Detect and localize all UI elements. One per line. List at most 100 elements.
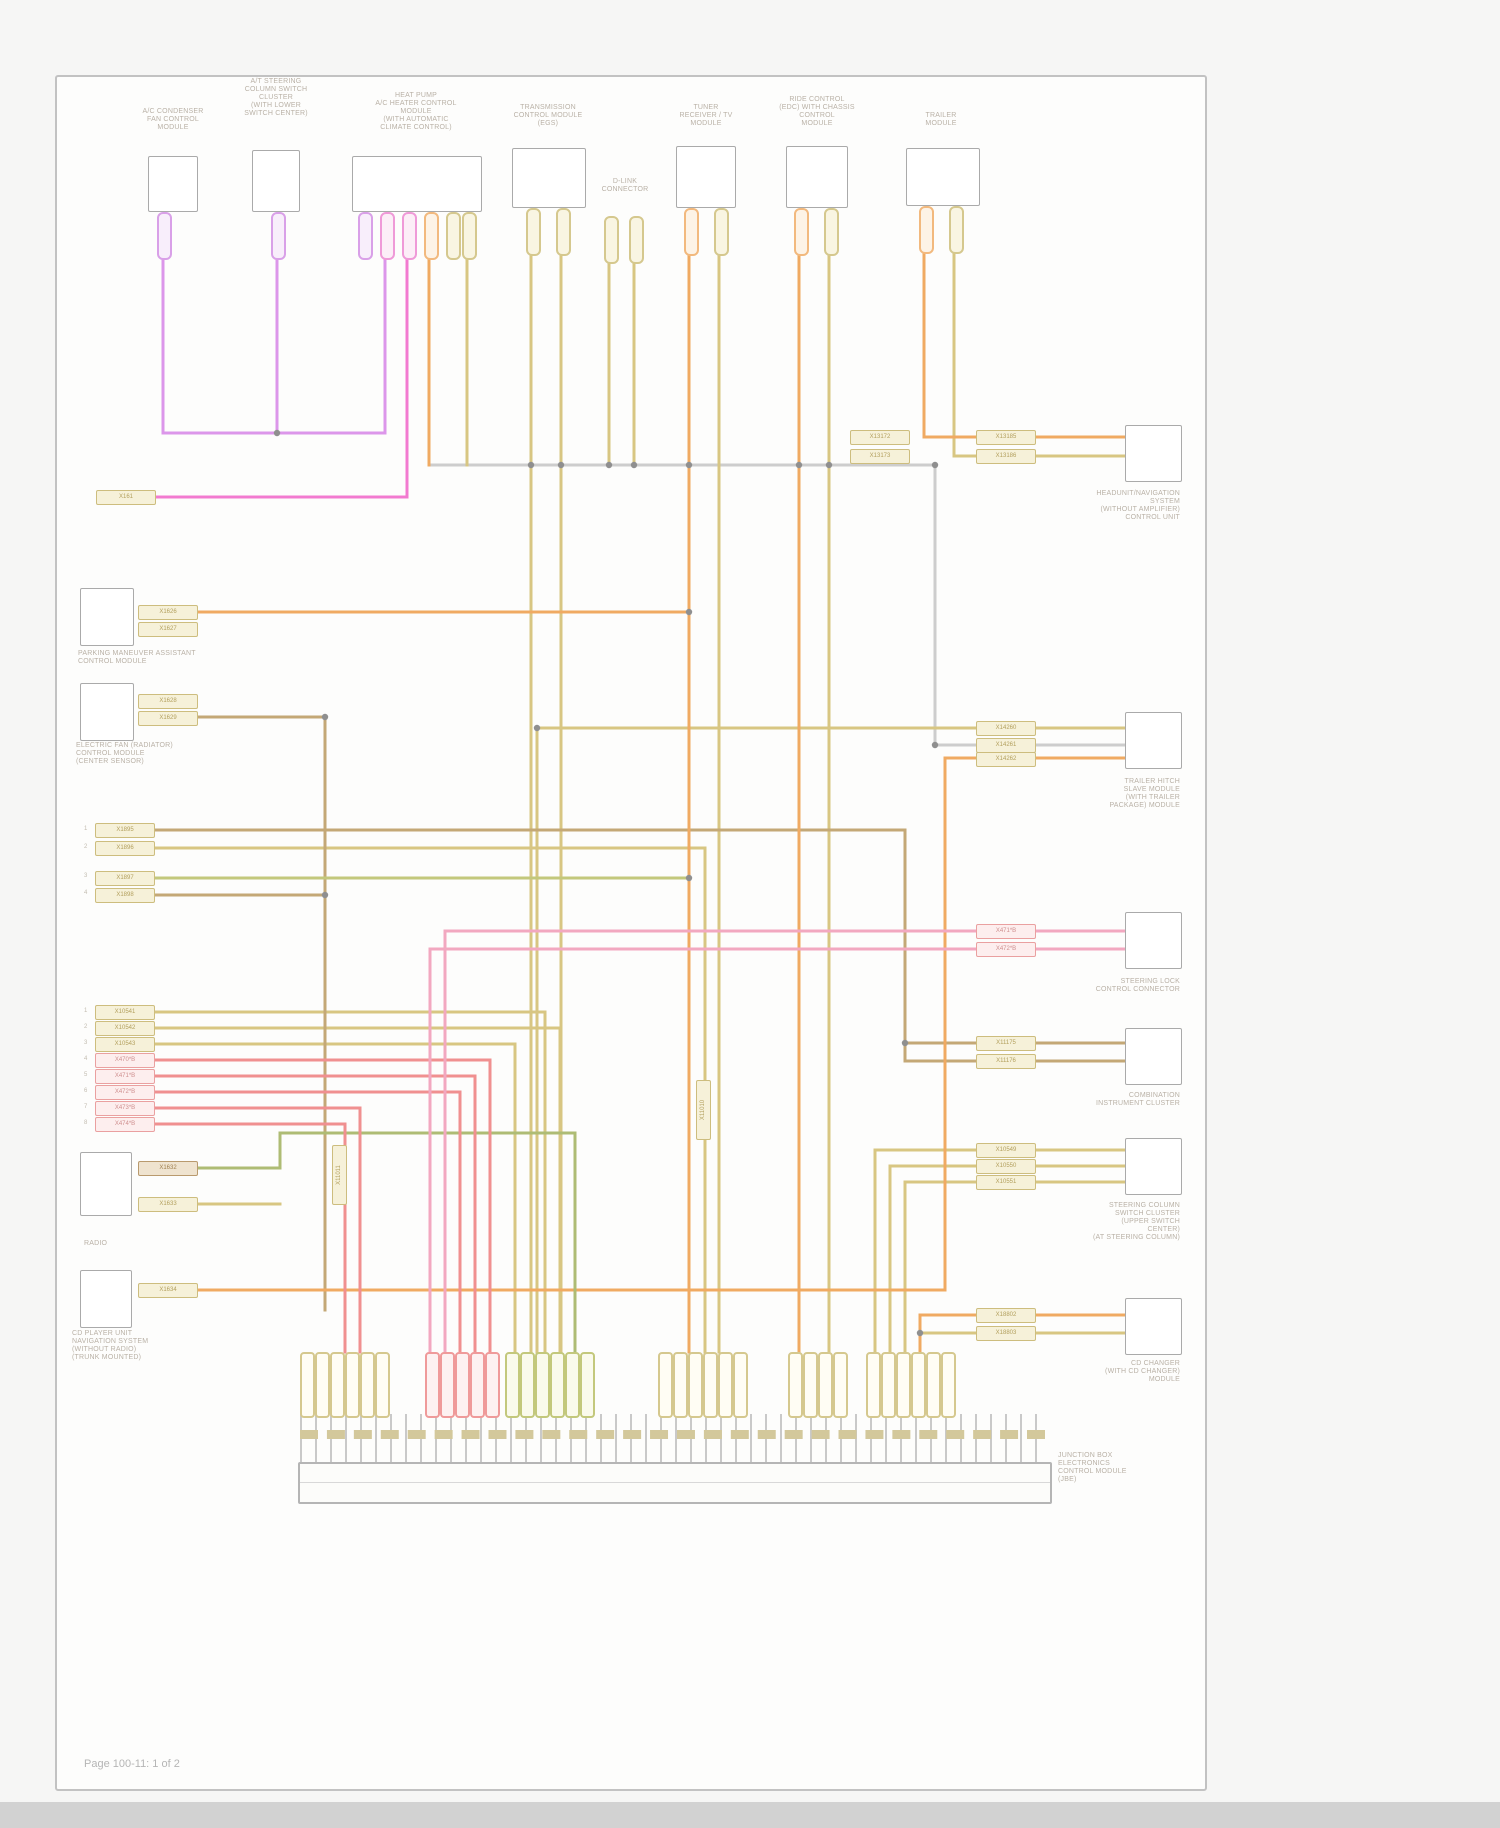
module-box-cd-player xyxy=(80,1270,132,1328)
connector-tag: X1627 xyxy=(138,622,198,637)
module-box-electric-fan xyxy=(80,683,134,741)
connector-stub xyxy=(157,212,172,260)
connector-stub xyxy=(949,206,964,254)
connector-tag-vertical: X11011 xyxy=(332,1145,347,1205)
connector-stub xyxy=(402,212,417,260)
component-box-ac-heater-control xyxy=(352,156,482,212)
connector-stub xyxy=(424,212,439,260)
component-box-column-switch-cluster xyxy=(252,150,300,212)
connector-stub xyxy=(629,216,644,264)
connector-pin xyxy=(926,1352,941,1418)
component-label-trailer-module: TRAILER MODULE xyxy=(925,112,957,127)
module-box-cd-changer xyxy=(1125,1298,1182,1355)
connector-pin xyxy=(658,1352,673,1418)
connector-pin xyxy=(470,1352,485,1418)
connector-tag: X13172 xyxy=(850,430,910,445)
module-label-instrument-cluster: COMBINATION INSTRUMENT CLUSTER xyxy=(1096,1092,1180,1107)
junction-box-strip-divider xyxy=(300,1482,1050,1483)
green-wires xyxy=(148,1131,577,1354)
connector-tag: X10541 xyxy=(95,1005,155,1020)
connector-stub xyxy=(271,212,286,260)
connector-tag: X18803 xyxy=(976,1326,1036,1341)
module-box-switch-cluster xyxy=(1125,1138,1182,1195)
module-label-steering-lock: STEERING LOCK CONTROL CONNECTOR xyxy=(1095,978,1180,993)
component-label-ac-heater-control: HEAT PUMP A/C HEATER CONTROL MODULE (WIT… xyxy=(375,92,457,131)
junction-dots xyxy=(273,429,939,1337)
module-label-electric-fan: ELECTRIC FAN (RADIATOR) CONTROL MODULE (… xyxy=(76,742,173,765)
connector-stub xyxy=(380,212,395,260)
connector-pin xyxy=(565,1352,580,1418)
connector-pin xyxy=(718,1352,733,1418)
connector-pin xyxy=(673,1352,688,1418)
connector-tag: X471*B xyxy=(95,1069,155,1084)
component-label-ride-control: RIDE CONTROL (EDC) WITH CHASSIS CONTROL … xyxy=(779,96,855,127)
connector-tag: X1632 xyxy=(138,1161,198,1176)
module-box-radio xyxy=(80,1152,132,1216)
connector-tag: X11175 xyxy=(976,1036,1036,1051)
junction-box-strip xyxy=(298,1462,1052,1504)
component-label-ac-condenser-fan: A/C CONDENSER FAN CONTROL MODULE xyxy=(142,108,204,131)
connector-tag: X473*B xyxy=(95,1101,155,1116)
module-box-instrument-cluster xyxy=(1125,1028,1182,1085)
component-label-d-link: D-LINK CONNECTOR xyxy=(601,178,649,193)
connector-pin xyxy=(833,1352,848,1418)
module-label-cd-changer: CD CHANGER (WITH CD CHANGER) MODULE xyxy=(1105,1360,1180,1383)
module-box-parking-assistant xyxy=(80,588,134,646)
connector-tag: X14261 xyxy=(976,738,1036,753)
connector-pin xyxy=(941,1352,956,1418)
connector-pin xyxy=(788,1352,803,1418)
connector-tag: X13186 xyxy=(976,449,1036,464)
connector-tag: X471*B xyxy=(976,924,1036,939)
page-bottom-band xyxy=(0,1802,1500,1828)
connector-tag: X1898 xyxy=(95,888,155,903)
module-label-cd-player: CD PLAYER UNIT NAVIGATION SYSTEM (WITHOU… xyxy=(72,1330,149,1361)
connector-tag: X1626 xyxy=(138,605,198,620)
connector-pin xyxy=(733,1352,748,1418)
connector-tag: X1634 xyxy=(138,1283,198,1298)
khaki-wires xyxy=(98,252,1127,1354)
pin-number-column: 1 2 xyxy=(84,826,88,850)
component-label-tuner-receiver: TUNER RECEIVER / TV MODULE xyxy=(679,104,733,127)
connector-tag: X470*B xyxy=(95,1053,155,1068)
component-box-tuner-receiver xyxy=(676,146,736,208)
junction-box-label: JUNCTION BOX ELECTRONICS CONTROL MODULE … xyxy=(1058,1452,1127,1483)
connector-pin xyxy=(375,1352,390,1418)
connector-stub xyxy=(526,208,541,256)
connector-tag: X1633 xyxy=(138,1197,198,1212)
connector-pin xyxy=(896,1352,911,1418)
connector-pin xyxy=(803,1352,818,1418)
page-footer-text: Page 100-11: 1 of 2 xyxy=(84,1758,180,1770)
connector-tag: X13173 xyxy=(850,449,910,464)
connector-pin xyxy=(425,1352,440,1418)
connector-pin xyxy=(703,1352,718,1418)
connector-pin xyxy=(881,1352,896,1418)
component-box-ride-control xyxy=(786,146,848,208)
connector-tag-kcan: X161 xyxy=(96,490,156,505)
connector-tag: X10542 xyxy=(95,1021,155,1036)
connector-stub xyxy=(684,208,699,256)
connector-tag: X14262 xyxy=(976,752,1036,767)
connector-stub xyxy=(794,208,809,256)
connector-tag: X1629 xyxy=(138,711,198,726)
module-box-trailer-hitch xyxy=(1125,712,1182,769)
connector-pin xyxy=(505,1352,520,1418)
component-box-ac-condenser-fan xyxy=(148,156,198,212)
connector-tag: X14260 xyxy=(976,721,1036,736)
connector-pin xyxy=(300,1352,315,1418)
connector-stub xyxy=(446,212,461,260)
connector-pin xyxy=(911,1352,926,1418)
connector-tag: X11176 xyxy=(976,1054,1036,1069)
module-box-steering-lock xyxy=(1125,912,1182,969)
connector-pin xyxy=(485,1352,500,1418)
component-box-transmission-control xyxy=(512,148,586,208)
connector-tag: X10550 xyxy=(976,1159,1036,1174)
connector-pin xyxy=(345,1352,360,1418)
module-label-headunit: HEADUNIT/NAVIGATION SYSTEM (WITHOUT AMPL… xyxy=(1096,490,1180,521)
connector-tag: X10551 xyxy=(976,1175,1036,1190)
component-box-trailer-module xyxy=(906,148,980,206)
connector-tag: X18802 xyxy=(976,1308,1036,1323)
connector-pin xyxy=(315,1352,330,1418)
connector-tag: X1895 xyxy=(95,823,155,838)
connector-pin xyxy=(866,1352,881,1418)
module-box-headunit xyxy=(1125,425,1182,482)
